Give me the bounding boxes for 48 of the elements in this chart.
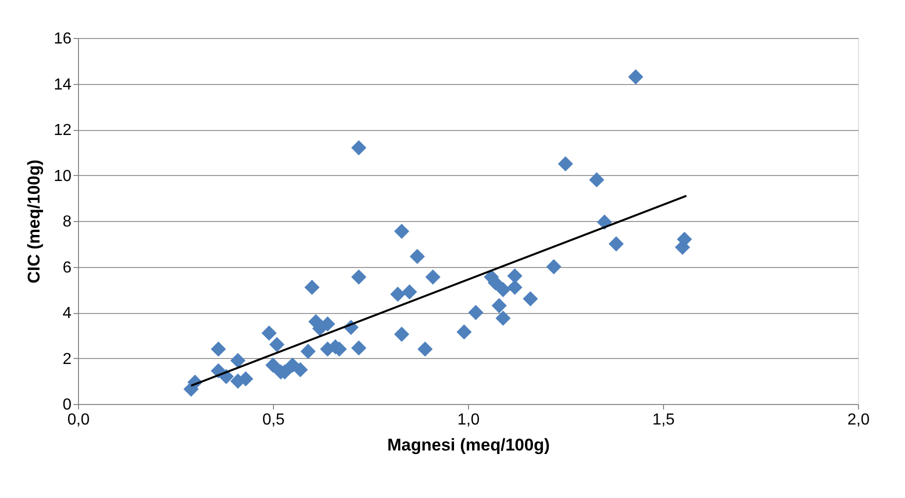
point	[269, 336, 284, 352]
y-tick-label: 4	[62, 305, 72, 322]
x-tick-label: 1,5	[652, 412, 675, 428]
point	[390, 286, 406, 302]
point	[507, 268, 522, 284]
x-tick-label: 2,0	[847, 412, 870, 428]
point	[496, 282, 511, 298]
point	[210, 342, 226, 357]
y-tick-label: 16	[54, 30, 72, 48]
point	[522, 291, 538, 306]
point	[402, 284, 418, 300]
point	[351, 269, 366, 285]
point	[394, 224, 410, 239]
point	[425, 269, 440, 285]
y-tick-label: 12	[54, 122, 72, 139]
y-tick-label: 6	[62, 259, 72, 276]
point	[492, 298, 507, 314]
x-axis-title: Magnesi (meq/100g)	[387, 436, 550, 454]
y-tick-label: 2	[62, 350, 72, 368]
y-axis-title: CIC (meq/100g)	[24, 160, 44, 284]
point	[265, 358, 281, 373]
point	[292, 362, 308, 378]
point	[456, 324, 472, 340]
x-tick-label: 0,0	[67, 412, 90, 428]
y-tick-label: 0	[62, 396, 72, 414]
point	[351, 340, 366, 356]
point	[468, 304, 484, 320]
y-tick-label: 10	[54, 168, 72, 185]
y-tick-label: 14	[54, 76, 72, 94]
point	[351, 140, 366, 156]
point	[304, 280, 320, 295]
point	[262, 326, 277, 341]
point	[230, 352, 246, 368]
point	[546, 259, 562, 274]
point	[558, 156, 574, 172]
point	[320, 316, 336, 332]
point	[628, 69, 644, 84]
y-tick-label: 8	[62, 214, 72, 230]
point	[300, 344, 316, 359]
point	[418, 342, 433, 357]
point	[410, 248, 425, 264]
point	[608, 236, 624, 252]
point	[507, 280, 522, 295]
x-tick-label: 1,0	[457, 412, 480, 428]
point	[589, 172, 604, 188]
x-tick-label: 0,5	[262, 412, 285, 428]
point	[496, 310, 511, 326]
point	[394, 326, 410, 342]
